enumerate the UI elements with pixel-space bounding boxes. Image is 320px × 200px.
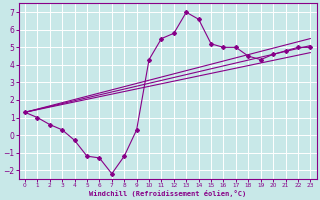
X-axis label: Windchill (Refroidissement éolien,°C): Windchill (Refroidissement éolien,°C) [89, 190, 246, 197]
